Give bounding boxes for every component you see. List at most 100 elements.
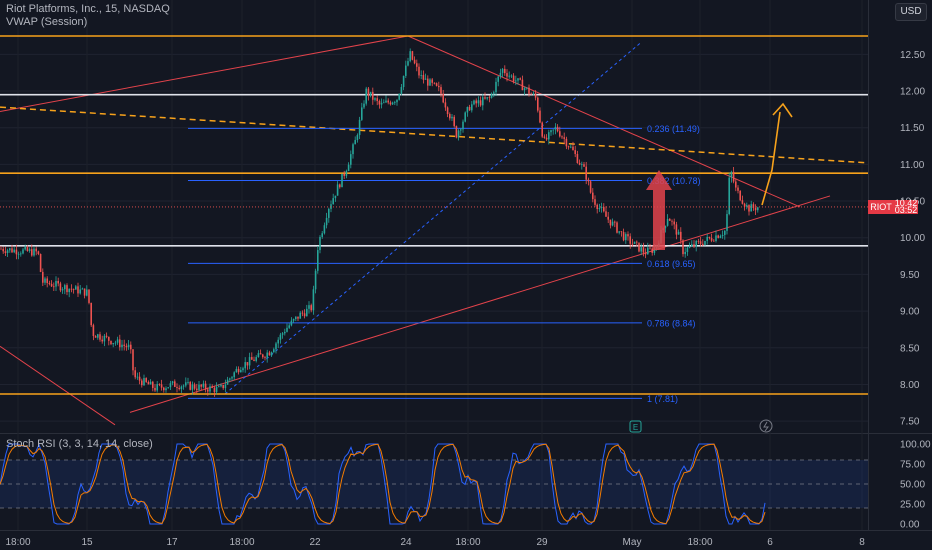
candle-body (86, 289, 88, 296)
candle-body (721, 234, 724, 237)
time-tick-label: 18:00 (687, 537, 712, 548)
candle-body (114, 342, 117, 344)
price-tick-label: 8.50 (900, 343, 920, 354)
candle-body (680, 231, 682, 241)
candle-body (105, 335, 108, 337)
candle-body (424, 78, 427, 80)
candle-body (37, 251, 40, 255)
candle-body (363, 103, 365, 108)
candle-body (121, 344, 123, 348)
bar-countdown: 03:52 (894, 205, 918, 215)
candle-body (275, 343, 277, 350)
candle-body (50, 283, 53, 287)
candle-body (490, 93, 493, 98)
candle-body (534, 93, 537, 98)
stoch-rsi-legend[interactable]: Stoch RSI (3, 3, 14, 14, close) (6, 438, 153, 450)
arrowhead-icon (772, 102, 793, 118)
candle-body (743, 203, 746, 207)
candle-body (598, 208, 601, 209)
candle-body (6, 250, 9, 253)
candle-body (495, 81, 497, 93)
candle-body (486, 97, 488, 99)
candle-body (449, 113, 451, 119)
candle-body (268, 352, 271, 356)
candle-body (321, 233, 323, 237)
candle-body (88, 289, 90, 303)
fib-label: 0.382 (10.78) (647, 176, 701, 186)
candle-body (33, 248, 35, 256)
candle-body (354, 140, 356, 145)
candle-body (638, 242, 640, 252)
candle-body (554, 126, 557, 130)
candle-body (605, 211, 607, 217)
candle-body (314, 270, 317, 290)
price-tick-label: 7.50 (900, 417, 920, 428)
candle-body (521, 79, 524, 91)
candle-body (647, 247, 649, 255)
candle-body (616, 222, 618, 233)
candle-body (68, 288, 70, 293)
candle-body (358, 119, 361, 136)
candle-body (559, 131, 561, 137)
candle-body (97, 334, 99, 338)
candle-body (156, 384, 158, 391)
time-tick-label: 18:00 (5, 537, 30, 548)
candle-body (561, 136, 563, 138)
candle-body (182, 385, 185, 387)
candle-body (277, 339, 279, 344)
vwap-legend[interactable]: VWAP (Session) (6, 16, 88, 28)
stoch-tick-label: 75.00 (900, 460, 925, 471)
currency-button[interactable]: USD (895, 3, 927, 21)
candle-body (288, 325, 290, 328)
candle-body (704, 240, 706, 245)
candle-body (44, 278, 46, 283)
candle-body (407, 61, 409, 66)
candle-body (543, 136, 546, 138)
projection-line (224, 42, 641, 395)
candle-body (757, 207, 759, 211)
candle-body (631, 243, 634, 245)
fib-label: 0.786 (8.84) (647, 318, 696, 328)
candle-body (20, 253, 22, 255)
candle-body (292, 319, 295, 321)
candle-body (455, 126, 458, 138)
candle-body (248, 357, 251, 366)
candle-body (431, 79, 433, 83)
candle-body (112, 343, 114, 345)
time-tick-label: 17 (166, 537, 178, 548)
candle-body (356, 135, 359, 141)
candle-body (682, 240, 684, 255)
candle-body (673, 221, 675, 225)
candle-body (644, 252, 647, 255)
candle-body (231, 377, 233, 379)
candle-body (640, 247, 642, 252)
candle-body (528, 87, 530, 94)
time-tick-label: 22 (309, 537, 321, 548)
candle-body (688, 246, 691, 248)
candle-body (488, 97, 491, 98)
candle-body (176, 386, 178, 388)
candle-body (244, 362, 246, 369)
candle-body (468, 106, 471, 111)
candle-body (457, 130, 460, 138)
time-tick-label: 18:00 (455, 537, 480, 548)
projection-path (761, 111, 781, 206)
candle-body (409, 51, 411, 62)
candle-body (684, 251, 686, 255)
candle-body (317, 250, 319, 271)
candle-body (255, 357, 257, 361)
candle-body (741, 200, 744, 204)
candle-body (191, 384, 194, 390)
candle-body (532, 93, 535, 95)
candle-body (411, 51, 414, 60)
time-tick-label: 29 (536, 537, 548, 548)
candle-body (24, 246, 26, 250)
candle-body (732, 171, 735, 182)
candle-body (226, 379, 229, 385)
candle-body (367, 88, 370, 96)
candle-body (374, 98, 376, 100)
candle-body (391, 102, 394, 105)
candle-body (48, 283, 51, 284)
candle-body (614, 221, 616, 223)
